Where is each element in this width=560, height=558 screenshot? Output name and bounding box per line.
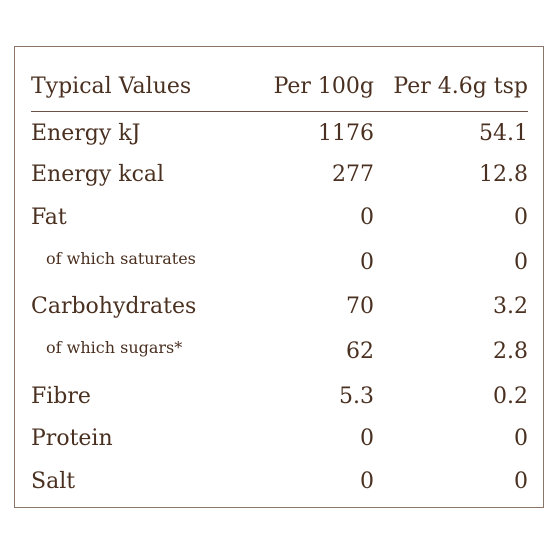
table-row-fat: Fat 0 0	[31, 196, 528, 239]
table-header-row: Typical Values Per 100g Per 4.6g tsp	[31, 67, 528, 112]
header-per-100g: Per 100g	[239, 67, 374, 112]
row-label: Fat	[31, 204, 67, 230]
table-row-fibre: Fibre 5.3 0.2	[31, 375, 528, 418]
row-label: Salt	[31, 468, 76, 494]
row-per-100g: 0	[359, 468, 374, 494]
table-row-sugars: of which sugars* 62 2.8	[31, 328, 528, 375]
row-label: Fibre	[31, 383, 91, 409]
row-per-100g: 70	[345, 294, 374, 320]
table-row-salt: Salt 0 0	[31, 460, 528, 503]
table-row-saturates: of which saturates 0 0	[31, 239, 528, 286]
row-per-100g: 5.3	[338, 383, 374, 409]
nutrition-table-panel: Typical Values Per 100g Per 4.6g tsp Ene…	[14, 46, 544, 508]
row-label: Energy kJ	[31, 121, 141, 146]
row-per-serving: 0	[514, 249, 528, 275]
row-per-serving: 2.8	[493, 339, 528, 364]
row-per-100g: 0	[359, 204, 374, 230]
row-label: Energy kcal	[31, 162, 165, 188]
nutrition-table: Typical Values Per 100g Per 4.6g tsp Ene…	[31, 67, 528, 503]
row-label: Carbohydrates	[31, 294, 197, 320]
row-per-serving: 12.8	[479, 162, 528, 188]
row-per-100g: 1176	[317, 121, 374, 146]
table-row-carbohydrates: Carbohydrates 70 3.2	[31, 286, 528, 329]
row-sublabel: of which saturates	[46, 248, 196, 268]
row-per-100g: 0	[359, 249, 374, 275]
row-per-serving: 0	[514, 204, 528, 230]
header-per-serving: Per 4.6g tsp	[373, 67, 528, 112]
header-typical-values: Typical Values	[31, 67, 240, 112]
table-row-protein: Protein 0 0	[31, 418, 528, 461]
row-per-serving: 3.2	[493, 294, 528, 320]
row-per-serving: 0.2	[493, 383, 528, 409]
table-row-energy-kj: Energy kJ 1176 54.1	[31, 111, 528, 154]
table-row-energy-kcal: Energy kcal 277 12.8	[31, 154, 528, 197]
row-per-serving: 0	[514, 468, 528, 494]
row-per-100g: 62	[345, 339, 374, 364]
row-per-100g: 277	[331, 162, 374, 188]
row-label: Protein	[31, 426, 113, 452]
row-per-serving: 0	[514, 426, 528, 452]
row-sublabel: of which sugars*	[46, 338, 183, 357]
row-per-serving: 54.1	[479, 121, 528, 146]
row-per-100g: 0	[359, 426, 374, 452]
